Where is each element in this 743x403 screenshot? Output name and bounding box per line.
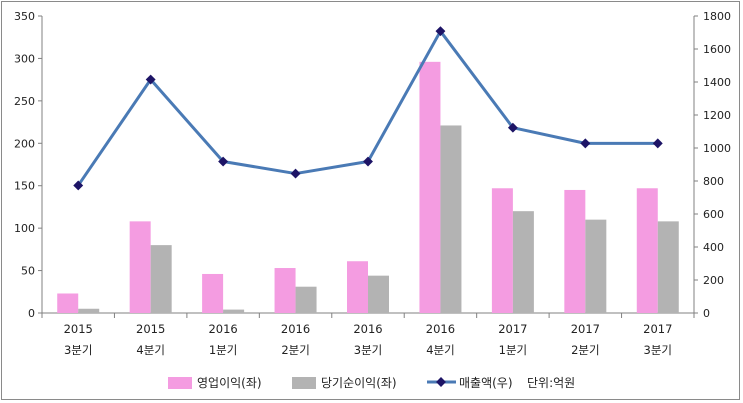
right-axis-tick-label: 1800 <box>703 10 731 23</box>
bar-net-income <box>512 211 534 313</box>
left-axis-tick-label: 0 <box>28 307 35 320</box>
revenue-marker <box>363 156 373 167</box>
legend-swatch-operating-profit <box>168 377 192 389</box>
category-quarter-label: 3분기 <box>644 343 672 357</box>
bar-operating-profit <box>564 189 586 313</box>
legend-marker-revenue <box>436 377 446 387</box>
category-quarter-label: 3분기 <box>64 343 92 357</box>
category-quarter-label: 4분기 <box>426 343 454 357</box>
bar-net-income <box>585 219 607 313</box>
right-axis-tick-label: 1200 <box>703 109 731 122</box>
category-year-label: 2016 <box>426 322 455 336</box>
category-year-label: 2017 <box>643 322 672 336</box>
category-quarter-label: 2분기 <box>281 343 309 357</box>
right-axis-tick-label: 600 <box>703 208 724 221</box>
bar-operating-profit <box>202 273 224 313</box>
left-axis-tick-label: 200 <box>14 137 35 150</box>
left-axis-tick-label: 100 <box>14 222 35 235</box>
legend-label-net-income: 당기순이익(좌) <box>321 376 397 390</box>
right-axis-tick-label: 1600 <box>703 43 731 56</box>
category-quarter-label: 1분기 <box>499 343 527 357</box>
right-axis-tick-label: 200 <box>703 274 724 287</box>
legend-label-revenue: 매출액(우) <box>459 376 513 390</box>
bar-net-income <box>368 275 389 313</box>
left-axis-tick-label: 150 <box>14 180 35 193</box>
bar-net-income <box>657 221 679 313</box>
bar-net-income <box>78 308 100 313</box>
bar-operating-profit <box>274 268 296 313</box>
revenue-marker <box>580 138 591 149</box>
bar-operating-profit <box>491 188 513 313</box>
right-axis-tick-label: 1400 <box>703 76 731 89</box>
legend-label-operating-profit: 영업이익(좌) <box>197 376 262 390</box>
right-axis-tick-label: 1000 <box>703 142 731 155</box>
category-year-label: 2017 <box>571 322 600 336</box>
left-axis-tick-label: 250 <box>14 95 35 108</box>
revenue-marker <box>652 138 663 149</box>
bar-operating-profit <box>129 221 151 313</box>
bar-net-income <box>295 286 317 313</box>
legend-swatch-net-income <box>292 377 316 389</box>
bar-operating-profit <box>636 188 658 313</box>
revenue-marker <box>218 156 229 167</box>
category-year-label: 2016 <box>353 322 382 336</box>
category-quarter-label: 4분기 <box>136 343 164 357</box>
bar-operating-profit <box>347 261 368 313</box>
category-year-label: 2017 <box>498 322 527 336</box>
category-quarter-label: 3분기 <box>354 343 382 357</box>
revenue-marker <box>145 74 156 85</box>
left-axis-tick-label: 50 <box>21 265 35 278</box>
right-axis-tick-label: 0 <box>703 307 710 320</box>
revenue-marker <box>507 122 518 133</box>
category-quarter-label: 1분기 <box>209 343 237 357</box>
category-quarter-label: 2분기 <box>571 343 599 357</box>
legend: 영업이익(좌) 당기순이익(좌) 매출액(우) 단위:억원 <box>168 376 575 390</box>
revenue-marker <box>290 168 301 179</box>
bar-net-income <box>150 245 172 313</box>
right-axis-tick-label: 400 <box>703 241 724 254</box>
left-axis-tick-label: 300 <box>14 52 35 65</box>
category-year-label: 2016 <box>208 322 237 336</box>
unit-note: 단위:억원 <box>527 376 575 390</box>
right-axis-tick-label: 800 <box>703 175 724 188</box>
revenue-marker <box>73 180 84 191</box>
bar-net-income <box>223 309 245 313</box>
category-year-label: 2015 <box>136 322 165 336</box>
bar-net-income <box>440 125 462 313</box>
category-year-label: 2015 <box>64 322 93 336</box>
bar-operating-profit <box>419 61 441 313</box>
category-year-label: 2016 <box>281 322 310 336</box>
left-axis-tick-label: 350 <box>14 10 35 23</box>
bar-operating-profit <box>57 293 79 313</box>
